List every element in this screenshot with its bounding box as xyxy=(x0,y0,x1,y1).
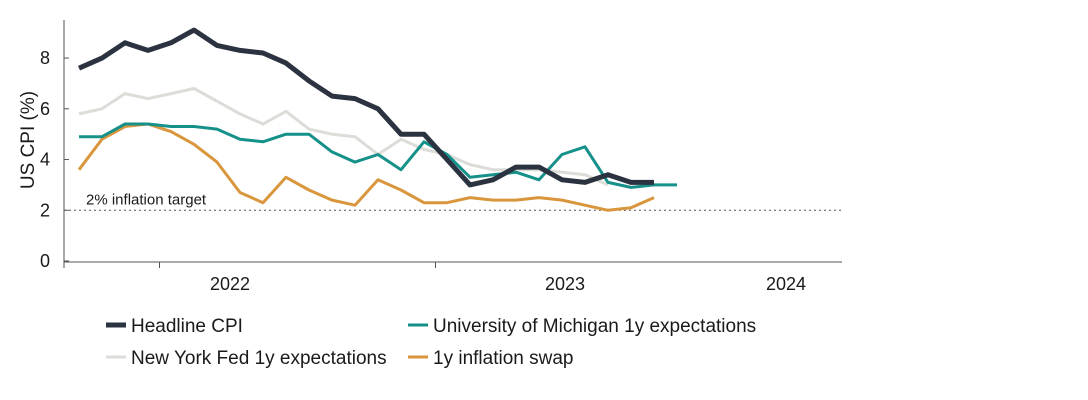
y-axis-title: US CPI (%) xyxy=(18,91,39,189)
y-tick-label: 6 xyxy=(40,99,50,119)
y-tick-label: 4 xyxy=(40,150,50,170)
legend-label: 1y inflation swap xyxy=(433,348,573,369)
x-tick-label: 2022 xyxy=(210,274,250,294)
legend: Headline CPI University of Michigan 1y ex… xyxy=(106,316,756,369)
x-tick-label: 2024 xyxy=(766,274,806,294)
series-lines xyxy=(77,27,677,212)
target-label: 2% inflation target xyxy=(86,191,207,208)
series-line-university-of-michigan-1y-expectations xyxy=(79,122,677,189)
y-tick-label: 2 xyxy=(40,200,50,220)
y-tick-label: 8 xyxy=(40,48,50,68)
series-line-1y-inflation-swap xyxy=(77,122,655,212)
legend-label: Headline CPI xyxy=(131,316,243,337)
x-tick-label: 2023 xyxy=(545,274,585,294)
y-tick-label: 0 xyxy=(40,251,50,271)
legend-label: New York Fed 1y expectations xyxy=(131,348,387,369)
y-axis: 0 2 4 6 8 US CPI (%) xyxy=(18,20,69,271)
series-line-new-york-fed-1y-expectations xyxy=(78,87,609,187)
x-axis: 2022 2023 2024 xyxy=(63,261,842,294)
legend-label: University of Michigan 1y expectations xyxy=(433,316,756,337)
series-line-headline-cpi xyxy=(77,27,654,188)
inflation-target-reference: 2% inflation target xyxy=(64,191,842,211)
